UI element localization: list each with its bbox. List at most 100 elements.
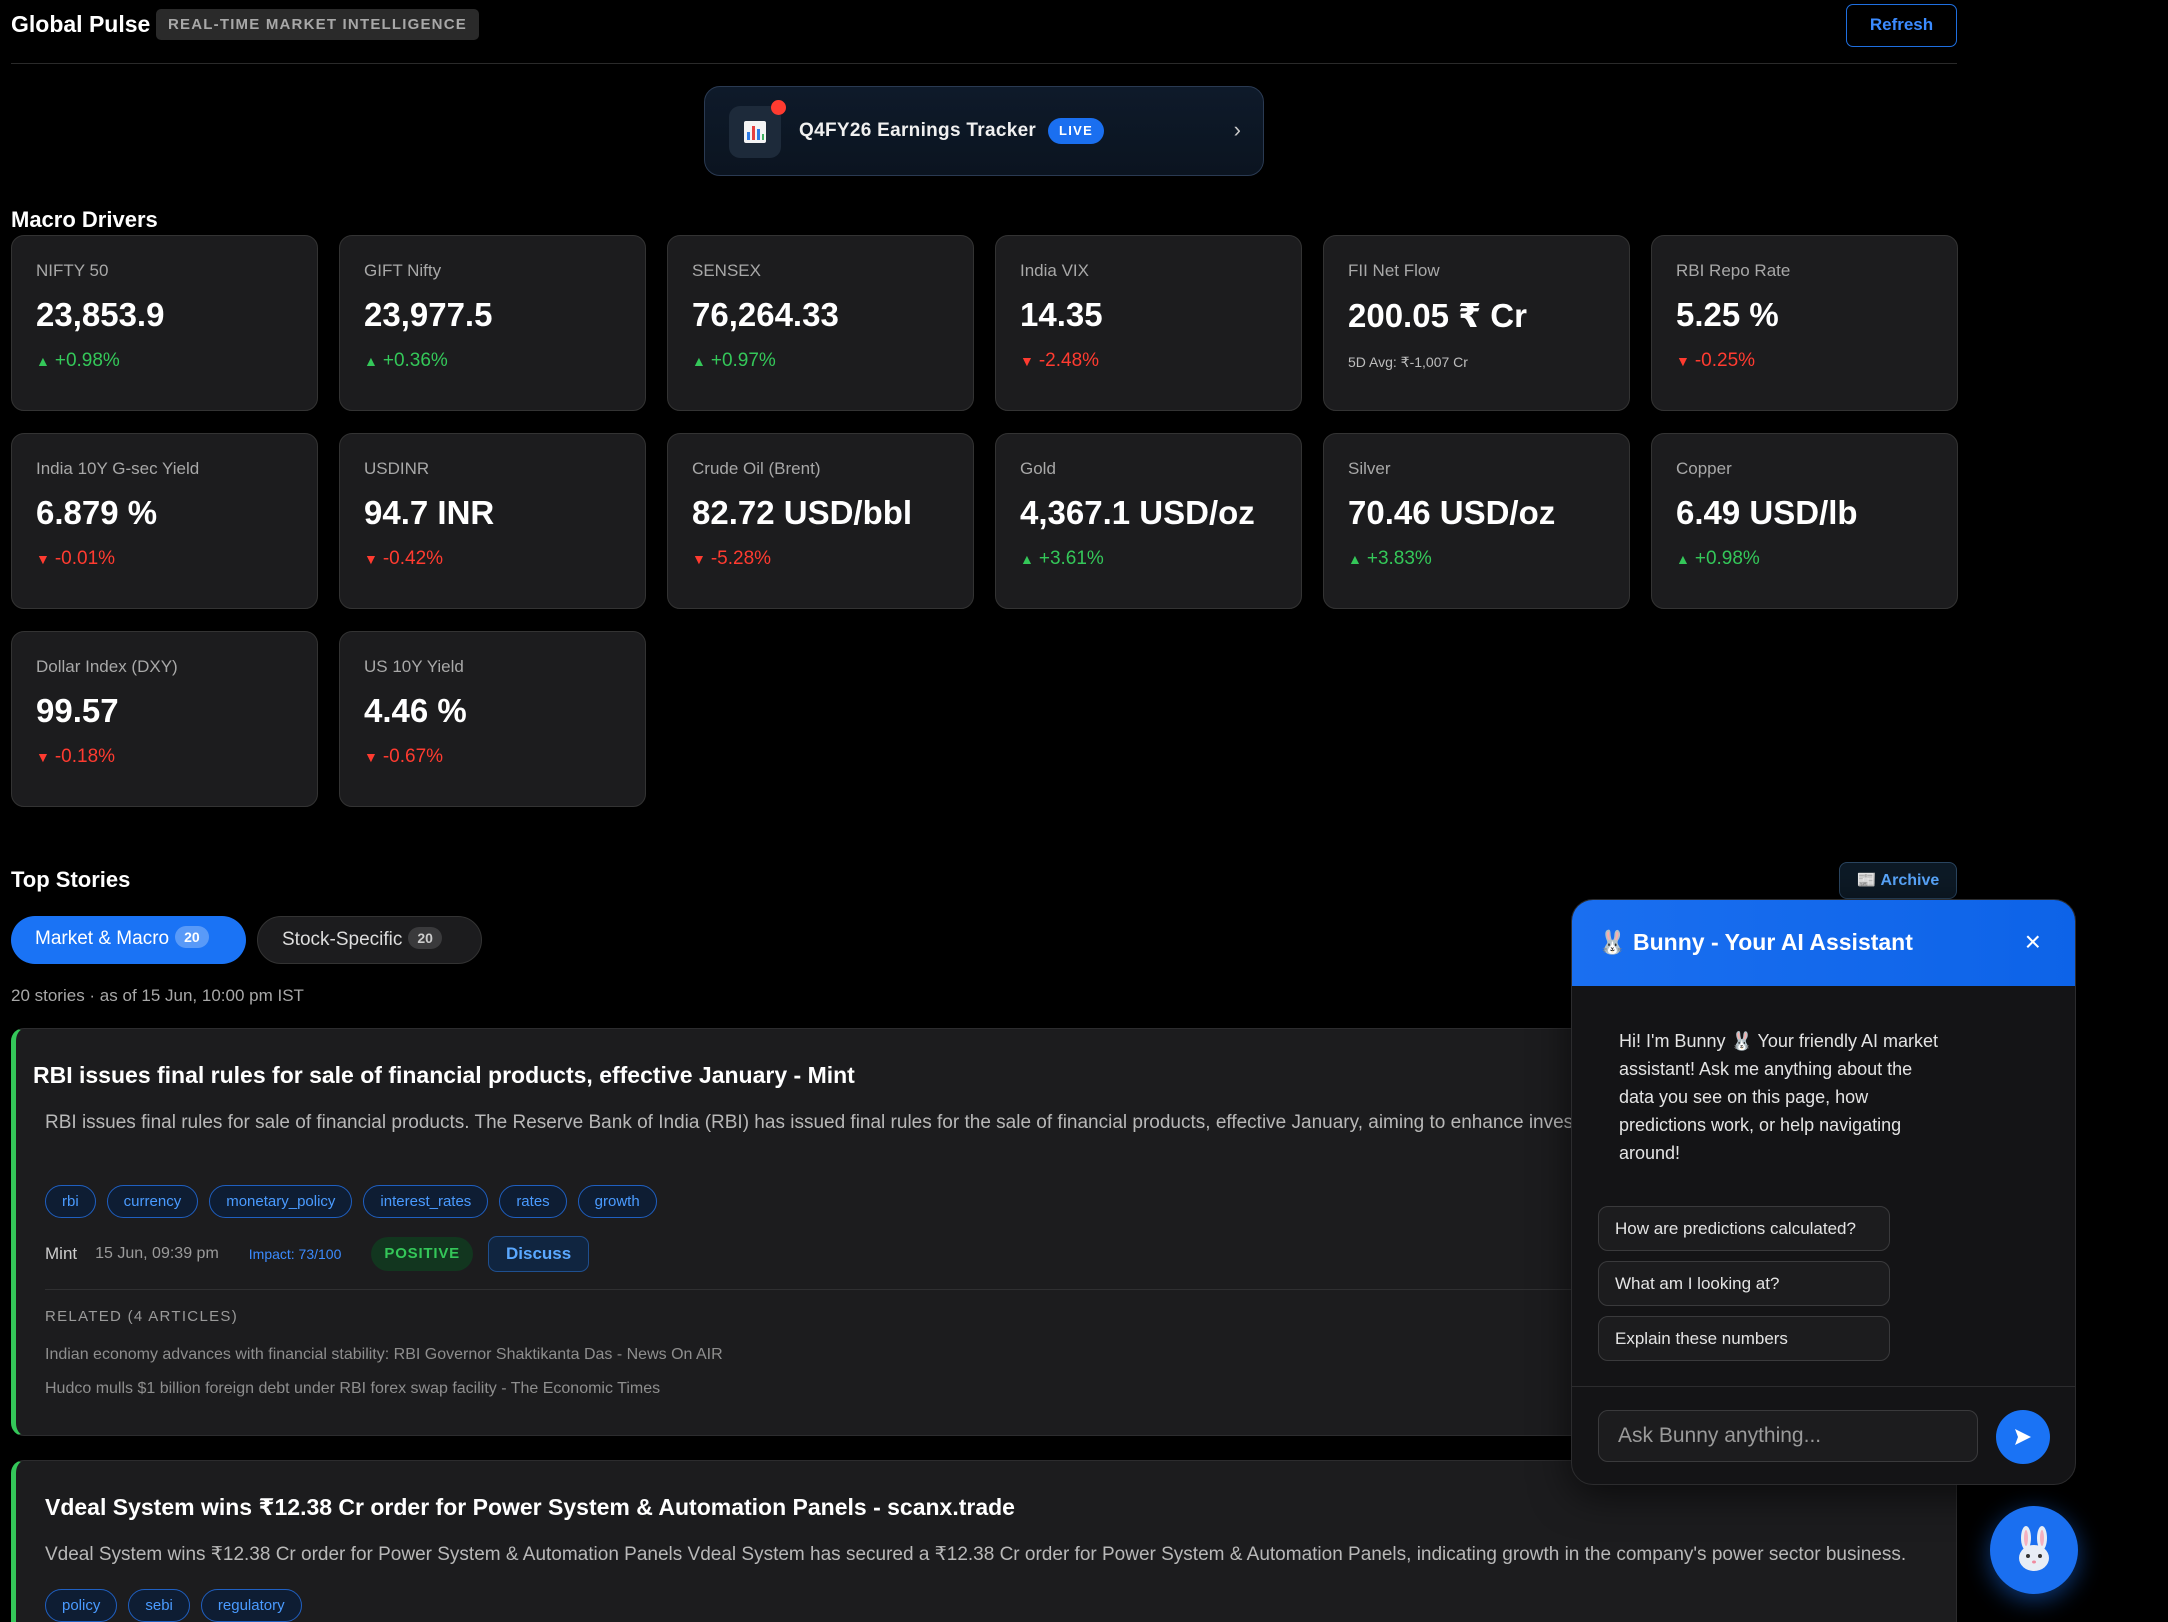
triangle-down-icon: ▼ — [364, 749, 378, 765]
card-value: 4,367.1 USD/oz — [1020, 494, 1255, 531]
card-value: 94.7 INR — [364, 494, 495, 531]
triangle-up-icon: ▲ — [1348, 551, 1362, 567]
card-value: 76,264.33 — [692, 296, 839, 333]
suggestion-chip[interactable]: Explain these numbers — [1598, 1316, 1890, 1361]
change-value: +0.97% — [710, 350, 776, 371]
change-value: +3.83% — [1366, 548, 1432, 569]
card-label: Dollar Index (DXY) — [36, 657, 178, 676]
tag-chip[interactable]: regulatory — [200, 1589, 302, 1622]
card-value: 200.05 ₹ Cr — [1348, 297, 1527, 334]
story-time: 15 Jun, 09:39 pm — [95, 1245, 219, 1262]
card-label: India VIX — [1020, 261, 1089, 280]
card-label: Copper — [1676, 459, 1732, 478]
earnings-tracker-banner[interactable]: Q4FY26 Earnings Tracker LIVE › — [704, 86, 1264, 176]
ai-assistant-panel: 🐰 Bunny - Your AI Assistant × Hi! I'm Bu… — [1571, 899, 2076, 1485]
tag-chip[interactable]: rbi — [45, 1185, 96, 1218]
tab-label: Market & Macro — [35, 928, 170, 949]
card-value: 6.49 USD/lb — [1676, 494, 1858, 531]
tag-chip[interactable]: interest_rates — [363, 1185, 489, 1218]
story-source: Mint — [45, 1244, 78, 1263]
triangle-up-icon: ▲ — [1020, 551, 1034, 567]
related-heading: RELATED (4 ARTICLES) — [45, 1308, 238, 1325]
bar-chart-icon — [729, 106, 781, 158]
assistant-launcher-button[interactable] — [1990, 1506, 2078, 1594]
chat-header: 🐰 Bunny - Your AI Assistant × — [1572, 900, 2075, 986]
macro-card: Crude Oil (Brent) 82.72 USD/bbl ▼ -5.28% — [667, 433, 974, 609]
story-meta: Mint 15 Jun, 09:39 pm Impact: 73/100 POS… — [45, 1236, 590, 1272]
macro-card: RBI Repo Rate 5.25 % ▼ -0.25% — [1651, 235, 1958, 411]
card-change: ▼ -0.25% — [1676, 350, 1755, 372]
macro-card: Silver 70.46 USD/oz ▲ +3.83% — [1323, 433, 1630, 609]
discuss-button[interactable]: Discuss — [487, 1236, 590, 1272]
suggestion-chip[interactable]: What am I looking at? — [1598, 1261, 1890, 1306]
story-title[interactable]: RBI issues final rules for sale of finan… — [33, 1062, 855, 1088]
card-label: FII Net Flow — [1348, 261, 1440, 280]
tag-chip[interactable]: sebi — [128, 1589, 190, 1622]
triangle-up-icon: ▲ — [36, 353, 50, 369]
macro-card: USDINR 94.7 INR ▼ -0.42% — [339, 433, 646, 609]
triangle-down-icon: ▼ — [364, 551, 378, 567]
macro-card: SENSEX 76,264.33 ▲ +0.97% — [667, 235, 974, 411]
archive-button[interactable]: 📰 Archive — [1839, 862, 1957, 899]
triangle-down-icon: ▼ — [36, 749, 50, 765]
tag-chip[interactable]: currency — [106, 1185, 199, 1218]
macro-card: India VIX 14.35 ▼ -2.48% — [995, 235, 1302, 411]
chat-title: 🐰 Bunny - Your AI Assistant — [1598, 929, 1913, 955]
divider — [1572, 1386, 2075, 1387]
chat-input[interactable]: Ask Bunny anything... — [1598, 1410, 1978, 1462]
macro-card: Copper 6.49 USD/lb ▲ +0.98% — [1651, 433, 1958, 609]
story-summary: RBI issues final rules for sale of finan… — [45, 1112, 1873, 1133]
story-tags: rbi currency monetary_policy interest_rates… — [45, 1185, 657, 1218]
story-title[interactable]: Vdeal System wins ₹12.38 Cr order for Po… — [45, 1494, 1015, 1520]
card-label: SENSEX — [692, 261, 761, 280]
card-label: NIFTY 50 — [36, 261, 109, 280]
card-value: 14.35 — [1020, 296, 1103, 333]
card-change: ▼ -0.67% — [364, 746, 443, 768]
send-button[interactable] — [1996, 1410, 2050, 1464]
banner-title: Q4FY26 Earnings Tracker — [799, 120, 1037, 141]
card-change: ▲ +0.98% — [1676, 548, 1760, 570]
tag-chip[interactable]: policy — [45, 1589, 118, 1622]
card-change: ▼ -2.48% — [1020, 350, 1099, 372]
live-badge: LIVE — [1048, 118, 1105, 144]
stories-meta: 20 stories · as of 15 Jun, 10:00 pm IST — [11, 986, 304, 1005]
send-icon — [2015, 1429, 2031, 1445]
card-change: ▼ -0.01% — [36, 548, 115, 570]
card-label: RBI Repo Rate — [1676, 261, 1791, 280]
tab-market-macro[interactable]: Market & Macro 20 — [11, 916, 246, 964]
tab-count: 20 — [175, 926, 209, 948]
change-value: +3.61% — [1038, 548, 1104, 569]
macro-card: India 10Y G-sec Yield 6.879 % ▼ -0.01% — [11, 433, 318, 609]
related-article-link[interactable]: Indian economy advances with financial s… — [45, 1346, 723, 1363]
tag-chip[interactable]: rates — [499, 1185, 567, 1218]
change-value: -5.28% — [710, 548, 772, 569]
tag-chip[interactable]: monetary_policy — [209, 1185, 353, 1218]
card-value: 6.879 % — [36, 494, 158, 531]
macro-card: Dollar Index (DXY) 99.57 ▼ -0.18% — [11, 631, 318, 807]
triangle-down-icon: ▼ — [692, 551, 706, 567]
card-label: Silver — [1348, 459, 1391, 478]
card-value: 82.72 USD/bbl — [692, 494, 913, 531]
card-change: ▲ +0.98% — [36, 350, 120, 372]
tag-chip[interactable]: growth — [577, 1185, 657, 1218]
triangle-up-icon: ▲ — [692, 353, 706, 369]
change-value: -0.42% — [382, 548, 444, 569]
card-change: ▲ +0.97% — [692, 350, 776, 372]
close-icon[interactable]: × — [2024, 926, 2041, 957]
tab-label: Stock-Specific — [282, 929, 403, 950]
card-value: 5.25 % — [1676, 296, 1779, 333]
card-change: ▲ +3.83% — [1348, 548, 1432, 570]
card-label: Gold — [1020, 459, 1056, 478]
brand-title: Global Pulse — [11, 11, 151, 37]
refresh-button[interactable]: Refresh — [1846, 4, 1957, 47]
card-label: India 10Y G-sec Yield — [36, 459, 200, 478]
notification-dot — [771, 100, 786, 115]
suggestion-chip[interactable]: How are predictions calculated? — [1598, 1206, 1890, 1251]
story-tags: policy sebi regulatory — [45, 1589, 302, 1622]
triangle-up-icon: ▲ — [1676, 551, 1690, 567]
change-value: +0.36% — [382, 350, 448, 371]
card-change: ▲ +0.36% — [364, 350, 448, 372]
related-article-link[interactable]: Hudco mulls $1 billion foreign debt unde… — [45, 1380, 661, 1397]
story-summary: Vdeal System wins ₹12.38 Cr order for Po… — [45, 1544, 1907, 1565]
tab-stock-specific[interactable]: Stock-Specific 20 — [257, 916, 482, 964]
